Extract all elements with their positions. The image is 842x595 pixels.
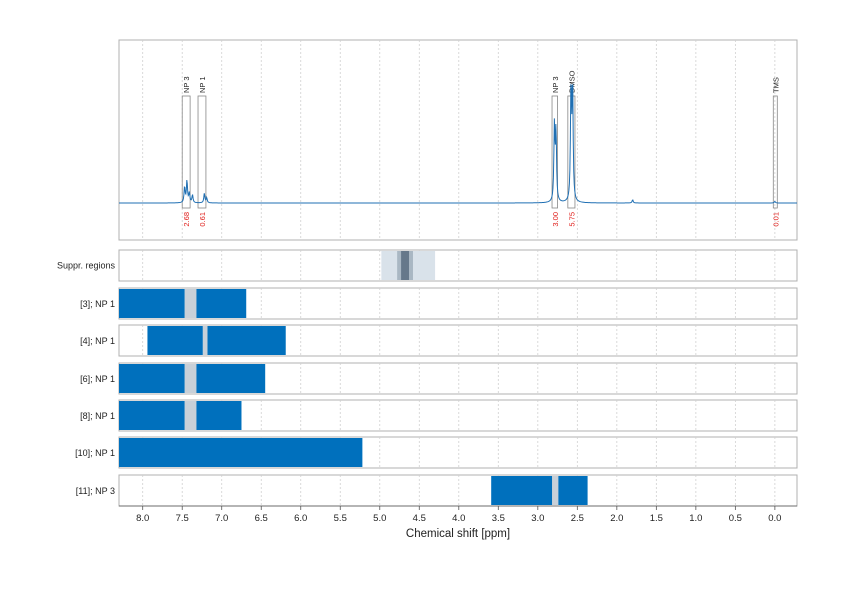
row-label: [11]; NP 3	[76, 486, 115, 496]
x-tick-label: 0.0	[768, 513, 781, 524]
suppression-grid	[142, 250, 776, 281]
x-tick-label: 2.5	[571, 513, 584, 524]
x-tick-label: 1.5	[650, 513, 663, 524]
assignment-row: [4]; NP 1	[80, 324, 798, 357]
assignment-rows: [3]; NP 1 [4]; NP 1 [6]; NP 1 [8]; NP 1 [10]…	[75, 287, 798, 507]
x-tick-label: 5.5	[334, 513, 347, 524]
assignment-bar	[119, 289, 185, 318]
gap-region	[202, 326, 208, 355]
suppression-panel: Suppr. regions	[57, 249, 798, 282]
peak-annotation: NP 1 0.61	[197, 76, 207, 227]
integral-value: 5.75	[567, 212, 576, 227]
gap-region	[184, 289, 197, 318]
spectrum-annotations: NP 3 2.68 NP 1 0.61 NP 3 3.00 DMSO 5.75 TMS 0.01	[181, 70, 780, 227]
peak-bracket	[181, 95, 191, 209]
x-axis-label: Chemical shift [ppm]	[406, 528, 510, 540]
x-tick-label: 4.0	[452, 513, 465, 524]
gap-region	[552, 476, 559, 505]
x-tick-label: 3.5	[492, 513, 505, 524]
assignment-bar	[119, 401, 185, 430]
row-label: [3]; NP 1	[80, 299, 115, 309]
gap-region	[184, 401, 197, 430]
x-tick-label: 4.5	[413, 513, 426, 524]
peak-bracket	[551, 95, 558, 209]
spectrum-frame	[118, 39, 798, 241]
x-tick-label: 6.5	[255, 513, 268, 524]
x-tick-label: 0.5	[729, 513, 742, 524]
x-tick-label: 2.0	[610, 513, 623, 524]
peak-annotation: TMS 0.01	[771, 77, 780, 226]
integral-value: 3.00	[551, 212, 560, 227]
peak-bracket	[772, 95, 778, 209]
assignment-bar	[491, 476, 553, 505]
assignment-bar	[119, 364, 185, 393]
x-tick-label: 7.5	[176, 513, 189, 524]
integral-value: 0.61	[198, 212, 207, 227]
x-tick-label: 3.0	[531, 513, 544, 524]
peak-label: NP 1	[198, 76, 207, 93]
spectrum-line	[119, 83, 797, 204]
spectrum-panel: NP 3 2.68 NP 1 0.61 NP 3 3.00 DMSO 5.75 TMS 0.01	[118, 39, 798, 241]
assignment-bar	[207, 326, 286, 355]
x-tick-label: 6.0	[294, 513, 307, 524]
row-label: [8]; NP 1	[80, 411, 115, 421]
assignment-row: [10]; NP 1	[75, 436, 798, 469]
peak-label: DMSO	[567, 70, 576, 93]
peak-annotation: NP 3 3.00	[551, 76, 560, 226]
assignment-bar	[119, 438, 363, 467]
integral-value: 2.68	[182, 212, 191, 227]
peak-label: TMS	[771, 77, 780, 93]
row-label: [4]; NP 1	[80, 336, 115, 346]
assignment-row: [3]; NP 1	[80, 287, 798, 320]
suppression-frame	[118, 249, 798, 282]
gap-region	[184, 364, 197, 393]
row-label: [10]; NP 1	[75, 448, 115, 458]
x-tick-label: 1.0	[689, 513, 702, 524]
assignment-bar	[196, 364, 266, 393]
x-tick-label: 7.0	[215, 513, 228, 524]
assignment-row: [6]; NP 1	[80, 362, 798, 395]
assignment-bar	[196, 401, 242, 430]
peak-annotation: NP 3 2.68	[181, 76, 191, 227]
assignment-row: [8]; NP 1	[80, 399, 798, 432]
suppression-label: Suppr. regions	[57, 260, 116, 270]
row-label: [6]; NP 1	[80, 374, 115, 384]
x-tick-label: 5.0	[373, 513, 386, 524]
peak-label: NP 3	[551, 76, 560, 93]
assignment-bar	[147, 326, 203, 355]
integral-value: 0.01	[771, 212, 780, 227]
assignment-bar	[196, 289, 247, 318]
x-axis: 8.0 7.5 7.0 6.5 6.0 5.5 5.0 4.5 4.0 3.5 3.0 2.5 2.0 1…	[119, 505, 797, 524]
peak-bracket	[197, 95, 207, 209]
assignment-row-frame	[118, 474, 798, 507]
suppression-region-inner	[401, 251, 410, 280]
peak-label: NP 3	[182, 76, 191, 93]
assignment-row: [11]; NP 3	[76, 474, 798, 507]
x-tick-label: 8.0	[136, 513, 149, 524]
assignment-bar	[558, 476, 588, 505]
